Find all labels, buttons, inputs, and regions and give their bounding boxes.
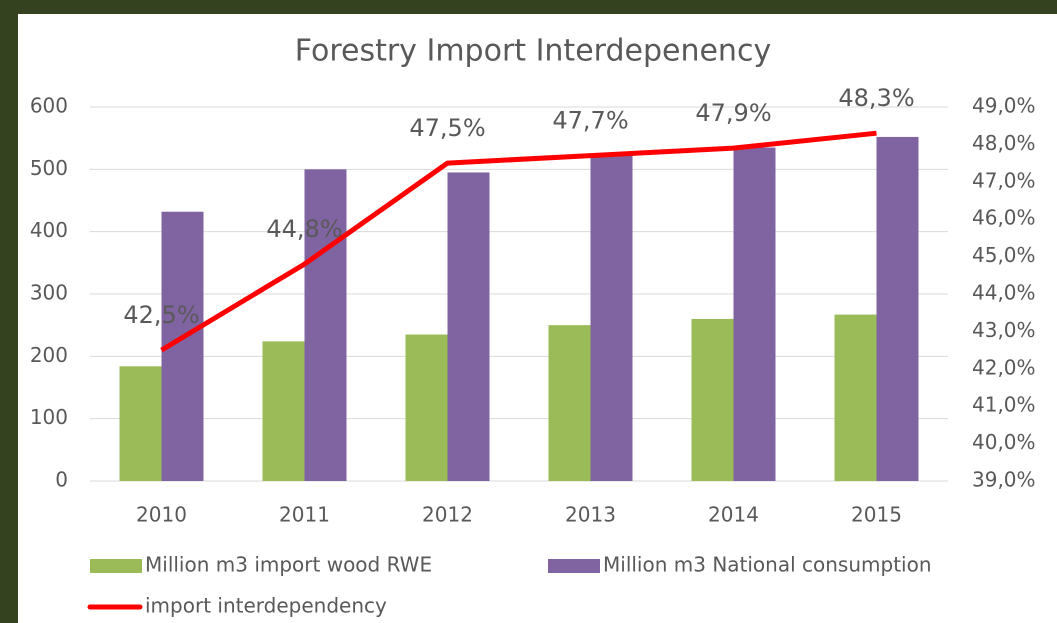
x-tick-label: 2013 — [565, 503, 616, 527]
data-label: 44,8% — [266, 215, 342, 243]
y2-tick-label: 41,0% — [972, 393, 1036, 417]
y2-tick-label: 47,0% — [972, 168, 1036, 192]
bar — [405, 334, 448, 481]
y2-tick-label: 48,0% — [972, 131, 1036, 155]
data-label: 47,5% — [409, 114, 485, 142]
y-tick-label: 0 — [55, 468, 68, 492]
y2-tick-label: 39,0% — [972, 468, 1036, 492]
bar — [447, 172, 490, 481]
y2-tick-label: 45,0% — [972, 243, 1036, 267]
data-label: 48,3% — [838, 84, 914, 112]
y-tick-label: 300 — [30, 281, 68, 305]
x-tick-label: 2010 — [136, 503, 187, 527]
bar — [262, 341, 305, 481]
y2-tick-label: 44,0% — [972, 281, 1036, 305]
y2-tick-label: 42,0% — [972, 355, 1036, 379]
bar — [548, 325, 591, 481]
y-tick-label: 200 — [30, 343, 68, 367]
y-tick-label: 100 — [30, 405, 68, 429]
bar — [119, 366, 162, 481]
data-label: 42,5% — [123, 301, 199, 329]
legend-swatch — [90, 559, 142, 573]
legend-swatch — [548, 559, 600, 573]
bar — [876, 136, 919, 482]
bar — [691, 318, 734, 481]
y2-tick-label: 40,0% — [972, 430, 1036, 454]
bar — [590, 153, 633, 481]
x-tick-label: 2015 — [851, 503, 902, 527]
line — [160, 130, 877, 353]
data-label: 47,9% — [695, 99, 771, 127]
data-label: 47,7% — [552, 107, 628, 135]
x-tick-label: 2011 — [279, 503, 330, 527]
y-tick-label: 500 — [30, 156, 68, 180]
bar — [834, 314, 877, 481]
legend-label: import interdependency — [145, 594, 387, 618]
x-tick-label: 2014 — [708, 503, 759, 527]
bar — [304, 169, 347, 482]
y-tick-label: 400 — [30, 218, 68, 242]
y2-tick-label: 49,0% — [972, 94, 1036, 118]
bar — [733, 147, 776, 481]
x-tick-label: 2012 — [422, 503, 473, 527]
legend-label: Million m3 import wood RWE — [145, 553, 432, 577]
y2-tick-label: 43,0% — [972, 318, 1036, 342]
legend-label: Million m3 National consumption — [603, 553, 932, 577]
y-tick-label: 600 — [30, 94, 68, 118]
y2-tick-label: 46,0% — [972, 206, 1036, 230]
chart-title: Forestry Import Interdepenency — [295, 34, 771, 69]
